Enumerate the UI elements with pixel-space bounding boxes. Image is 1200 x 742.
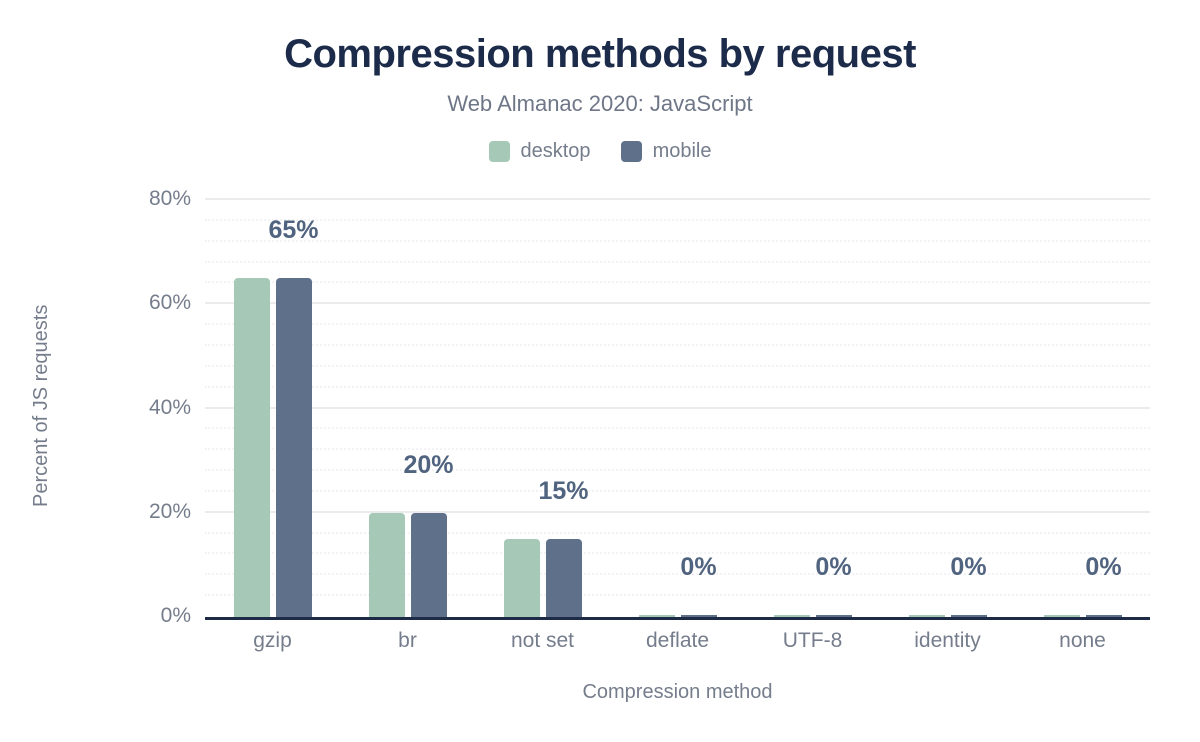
value-label-not-set: 15% <box>538 476 589 505</box>
x-axis-ticks: gzip br not set deflate UTF-8 identity none <box>205 629 1150 653</box>
value-label-identity: 0% <box>950 553 987 581</box>
y-tick-label: 80% <box>148 187 191 210</box>
mobile-swatch <box>620 141 642 162</box>
x-tick-label-br: br <box>398 629 417 652</box>
bar-desktop-not-set[interactable] <box>503 538 540 617</box>
desktop-swatch <box>488 141 510 162</box>
legend-item-desktop[interactable]: desktop <box>488 140 591 163</box>
x-tick-label-none: none <box>1059 629 1106 652</box>
plot-area: 65% 20% 15% 0% 0% 0% 0% <box>205 195 1150 620</box>
minor-gridline <box>205 218 1150 221</box>
major-gridline <box>205 302 1150 305</box>
bar-mobile-deflate[interactable] <box>680 615 717 617</box>
major-gridline <box>205 198 1150 200</box>
x-tick-label-UTF-8: UTF-8 <box>782 629 843 652</box>
minor-gridline <box>205 573 1150 576</box>
bar-desktop-deflate[interactable] <box>638 615 675 617</box>
minor-gridline <box>205 323 1150 326</box>
bar-desktop-UTF-8[interactable] <box>773 615 810 617</box>
bar-mobile-UTF-8[interactable] <box>815 615 852 617</box>
major-gridline <box>205 510 1150 513</box>
chart-subtitle: Web Almanac 2020: JavaScript <box>447 91 753 116</box>
y-axis-title: Percent of JS requests <box>30 304 52 508</box>
legend: desktop mobile <box>0 140 1200 163</box>
bar-desktop-gzip[interactable] <box>233 278 270 617</box>
minor-gridline <box>205 343 1150 346</box>
value-label-none: 0% <box>1085 553 1122 581</box>
value-label-UTF-8: 0% <box>815 553 852 581</box>
bar-mobile-none[interactable] <box>1085 615 1122 617</box>
minor-gridline <box>205 448 1150 451</box>
x-tick-label-gzip: gzip <box>253 629 292 652</box>
minor-gridline <box>205 469 1150 472</box>
minor-gridline <box>205 260 1150 263</box>
legend-item-mobile[interactable]: mobile <box>620 140 712 163</box>
x-tick-label-identity: identity <box>914 629 981 652</box>
y-tick-label: 0% <box>160 604 191 627</box>
minor-gridline <box>205 531 1150 534</box>
y-tick-label: 40% <box>148 395 191 419</box>
x-tick-label-not-set: not set <box>510 629 575 652</box>
minor-gridline <box>205 239 1150 242</box>
bar-mobile-br[interactable] <box>410 512 447 617</box>
minor-gridline <box>205 489 1150 492</box>
legend-label-desktop: desktop <box>520 140 591 162</box>
major-gridline <box>205 406 1150 409</box>
chart-title: Compression methods by request <box>284 32 916 76</box>
bar-mobile-gzip[interactable] <box>275 278 312 617</box>
bar-desktop-br[interactable] <box>368 512 405 617</box>
value-label-gzip: 65% <box>268 216 319 245</box>
y-tick-label: 60% <box>148 291 191 315</box>
minor-gridline <box>205 364 1150 367</box>
legend-label-mobile: mobile <box>652 140 712 162</box>
bar-desktop-identity[interactable] <box>908 615 945 617</box>
minor-gridline <box>205 427 1150 430</box>
minor-gridline <box>205 385 1150 388</box>
minor-gridline <box>205 552 1150 555</box>
bar-mobile-not-set[interactable] <box>545 538 582 617</box>
x-tick-label-deflate: deflate <box>645 629 710 652</box>
minor-gridline <box>205 594 1150 597</box>
bar-mobile-identity[interactable] <box>950 615 987 617</box>
value-label-br: 20% <box>403 450 454 479</box>
bar-desktop-none[interactable] <box>1043 615 1080 617</box>
y-tick-label: 20% <box>148 499 191 523</box>
minor-gridline <box>205 281 1150 284</box>
y-axis-ticks: 0% 20% 40% 60% 80% <box>95 187 191 627</box>
value-label-deflate: 0% <box>680 553 717 581</box>
x-axis-title: Compression method <box>582 681 773 703</box>
